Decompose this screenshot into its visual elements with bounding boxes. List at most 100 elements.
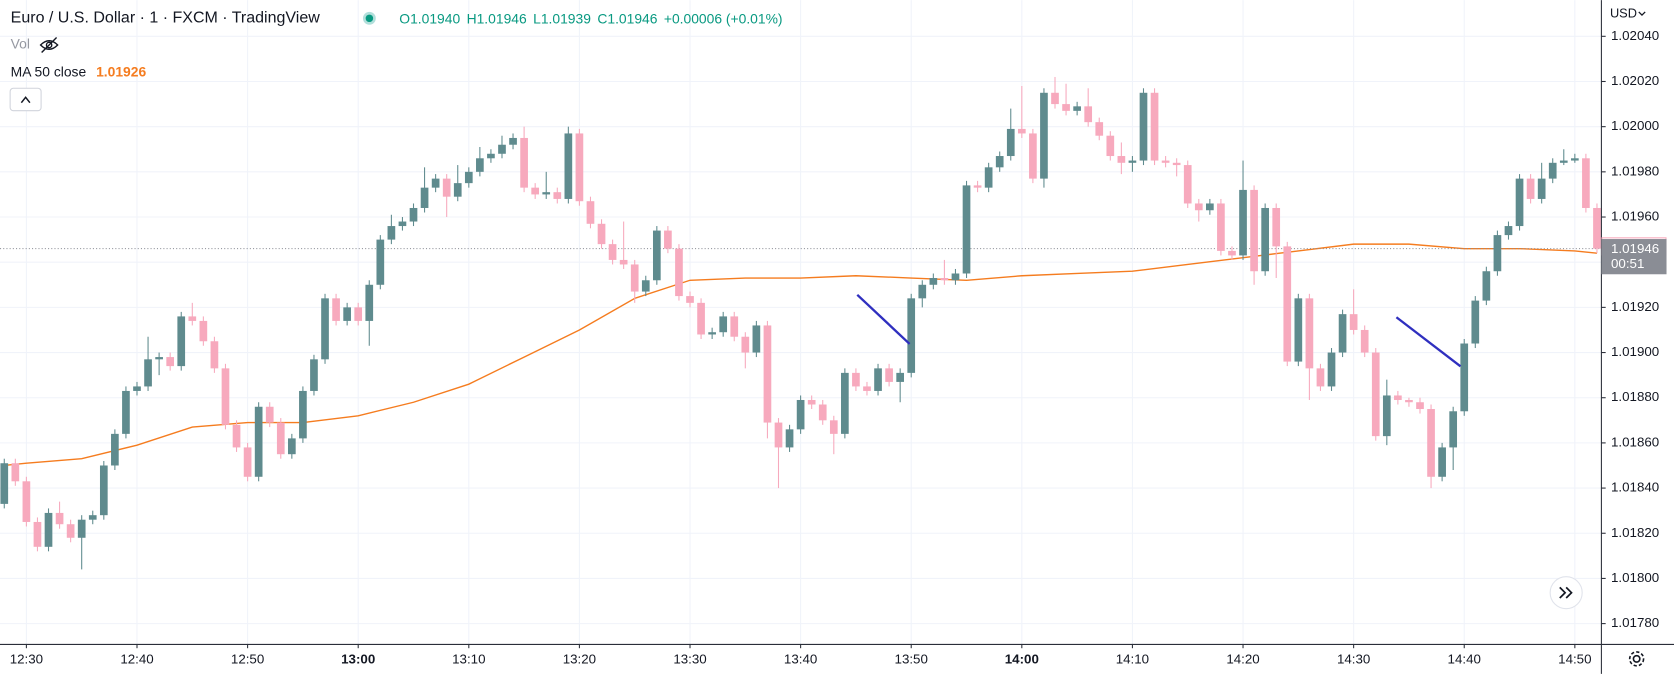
candle-body [1006, 128, 1015, 157]
candle-body [1183, 165, 1192, 204]
settings-gear[interactable] [1628, 651, 1645, 667]
candle-body [1017, 128, 1026, 134]
x-tick-label: 14:40 [1448, 651, 1481, 666]
candle-body [940, 278, 949, 281]
candle-body [1582, 158, 1590, 208]
candle-body [752, 325, 761, 353]
candle-body [276, 422, 285, 455]
candle-body [476, 158, 484, 172]
ma-value: 1.01926 [96, 63, 146, 79]
candle-body [730, 316, 739, 337]
y-tick-label: 1.02020 [1611, 73, 1659, 88]
candle-body [1117, 156, 1126, 163]
candle-body [55, 512, 64, 525]
y-tick-label: 1.02040 [1611, 28, 1659, 43]
candle-body [1051, 92, 1059, 105]
candle-body [1327, 352, 1336, 387]
candle-body [1106, 135, 1115, 157]
candle-body [177, 316, 186, 367]
candle-body [332, 298, 340, 321]
ohlc-value: 1.01946 [477, 10, 527, 26]
candle-body [697, 302, 705, 335]
candle-body [1128, 160, 1137, 163]
volume-label: Vol [11, 36, 30, 52]
ohlc-value: 1.01939 [541, 10, 591, 26]
candle-body [1029, 133, 1037, 179]
candle-body [1382, 395, 1391, 437]
candle-body [310, 359, 318, 391]
candle-body [66, 524, 75, 538]
candle-body [874, 368, 882, 391]
ohlc-key: H [467, 10, 477, 26]
candle-body [1239, 189, 1247, 256]
candle-body [1316, 368, 1325, 387]
candle-body [1062, 104, 1070, 111]
candle-body [343, 307, 351, 321]
candle-body [984, 167, 993, 188]
candle-body [11, 463, 20, 482]
hide-icon[interactable] [39, 37, 59, 53]
candle-body [265, 406, 274, 423]
y-tick-label: 1.02000 [1611, 118, 1659, 133]
candle-body [1172, 162, 1181, 166]
candle-body [1095, 122, 1104, 136]
collapse-button[interactable] [9, 87, 42, 112]
candle-body [763, 325, 772, 423]
candle-body [1040, 92, 1048, 179]
candle-body [586, 201, 595, 224]
trend-line[interactable] [1395, 316, 1462, 368]
candle-body [1194, 203, 1203, 211]
candle-body [0, 463, 9, 504]
y-tick-label: 1.01920 [1611, 299, 1659, 314]
ma-label: MA 50 close [11, 63, 87, 79]
candle-body [1371, 352, 1380, 437]
candle-body [376, 239, 385, 285]
candle-body [1482, 271, 1491, 301]
candle-body [22, 481, 31, 522]
candle-body [708, 332, 716, 335]
candle-body [630, 264, 639, 292]
x-tick-label: 13:30 [673, 651, 706, 666]
symbol-title: Euro / U.S. Dollar · 1 · FXCM · TradingV… [11, 10, 321, 27]
candle-body [531, 187, 540, 195]
currency-dropdown[interactable] [1638, 11, 1646, 17]
candle-body [1394, 395, 1402, 400]
grid [0, 0, 1602, 644]
candle-body [1504, 226, 1513, 236]
candle-body [1228, 250, 1236, 256]
x-tick-label: 13:10 [452, 651, 485, 666]
candle-body [829, 420, 838, 434]
x-tick-label: 12:30 [10, 651, 43, 666]
candle-body [973, 185, 982, 188]
candle-body [199, 320, 208, 342]
ohlc-key: L [533, 10, 541, 26]
candle-body [1427, 409, 1435, 477]
candle-body [1217, 203, 1225, 251]
candle-body [1139, 92, 1148, 161]
candle-body [509, 137, 517, 145]
candle-body [464, 171, 473, 184]
candle-body [1593, 207, 1601, 249]
candle-body [951, 273, 960, 281]
ohlc-key: C [597, 10, 607, 26]
candle-body [1272, 207, 1281, 247]
candle-body [88, 515, 97, 520]
candle-body [664, 230, 672, 249]
candle-body [1349, 314, 1358, 330]
candle-body [453, 183, 462, 197]
candle-body [575, 133, 584, 202]
candle-body [210, 341, 219, 369]
candle-body [907, 298, 916, 373]
currency-label[interactable]: USD [1610, 5, 1637, 20]
candle-body [221, 368, 230, 425]
ohlc-legend: O1.01940 H1.01946 L1.01939 C1.01946 +0.00006… [399, 10, 782, 26]
x-tick-label: 14:30 [1337, 651, 1370, 666]
scroll-to-realtime[interactable] [1549, 576, 1583, 610]
candle-body [321, 298, 329, 360]
trend-line[interactable] [856, 293, 911, 345]
time-axis [0, 643, 1674, 674]
x-tick-label: 13:00 [341, 651, 375, 666]
candle-body [1559, 160, 1568, 163]
price-axis [1601, 0, 1674, 674]
